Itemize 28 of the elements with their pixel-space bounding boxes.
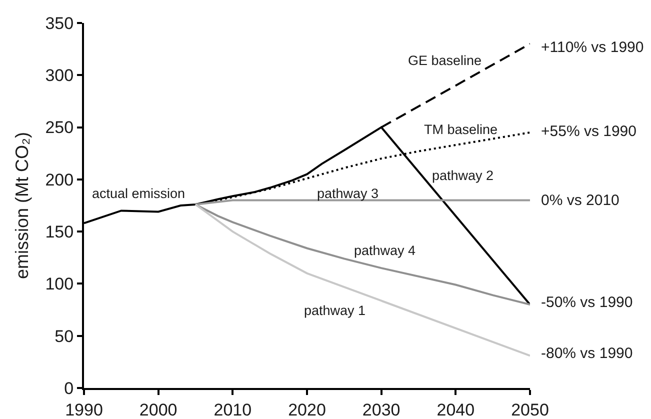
- y-tick-label: 150: [45, 222, 74, 242]
- annotation: pathway 4: [354, 243, 416, 258]
- y-tick-label: 200: [45, 170, 74, 190]
- y-tick-label: 250: [45, 118, 74, 138]
- text: +55% vs 1990: [541, 123, 636, 140]
- x-tick-label: 2020: [288, 400, 326, 419]
- annotation: TM baseline: [424, 122, 498, 137]
- annotation: pathway 1: [304, 303, 366, 318]
- x-tick-label: 2000: [139, 400, 178, 419]
- y-tick-label: 350: [45, 14, 74, 33]
- x-tick-label: 2050: [511, 400, 549, 419]
- x-tick-label: 2030: [362, 400, 400, 419]
- text: -80% vs 1990: [541, 345, 633, 362]
- y-tick-label: 100: [45, 274, 74, 294]
- text: +110% vs 1990: [541, 39, 644, 56]
- annotation: actual emission: [92, 186, 186, 201]
- text: 0% vs 2010: [541, 192, 620, 209]
- x-tick-label: 2010: [214, 400, 252, 419]
- x-tick-label: 1990: [65, 400, 103, 419]
- text: -50% vs 1990: [541, 294, 633, 311]
- y-tick-label: 50: [54, 326, 74, 346]
- annotation: pathway 3: [317, 186, 379, 201]
- annotation: GE baseline: [408, 53, 482, 68]
- x-tick-label: 2040: [436, 400, 475, 419]
- y-axis-title: emission (Mt CO₂): [12, 132, 32, 279]
- annotation: pathway 2: [432, 168, 494, 183]
- y-tick-label: 300: [45, 66, 74, 86]
- y-tick-label: 0: [64, 378, 74, 398]
